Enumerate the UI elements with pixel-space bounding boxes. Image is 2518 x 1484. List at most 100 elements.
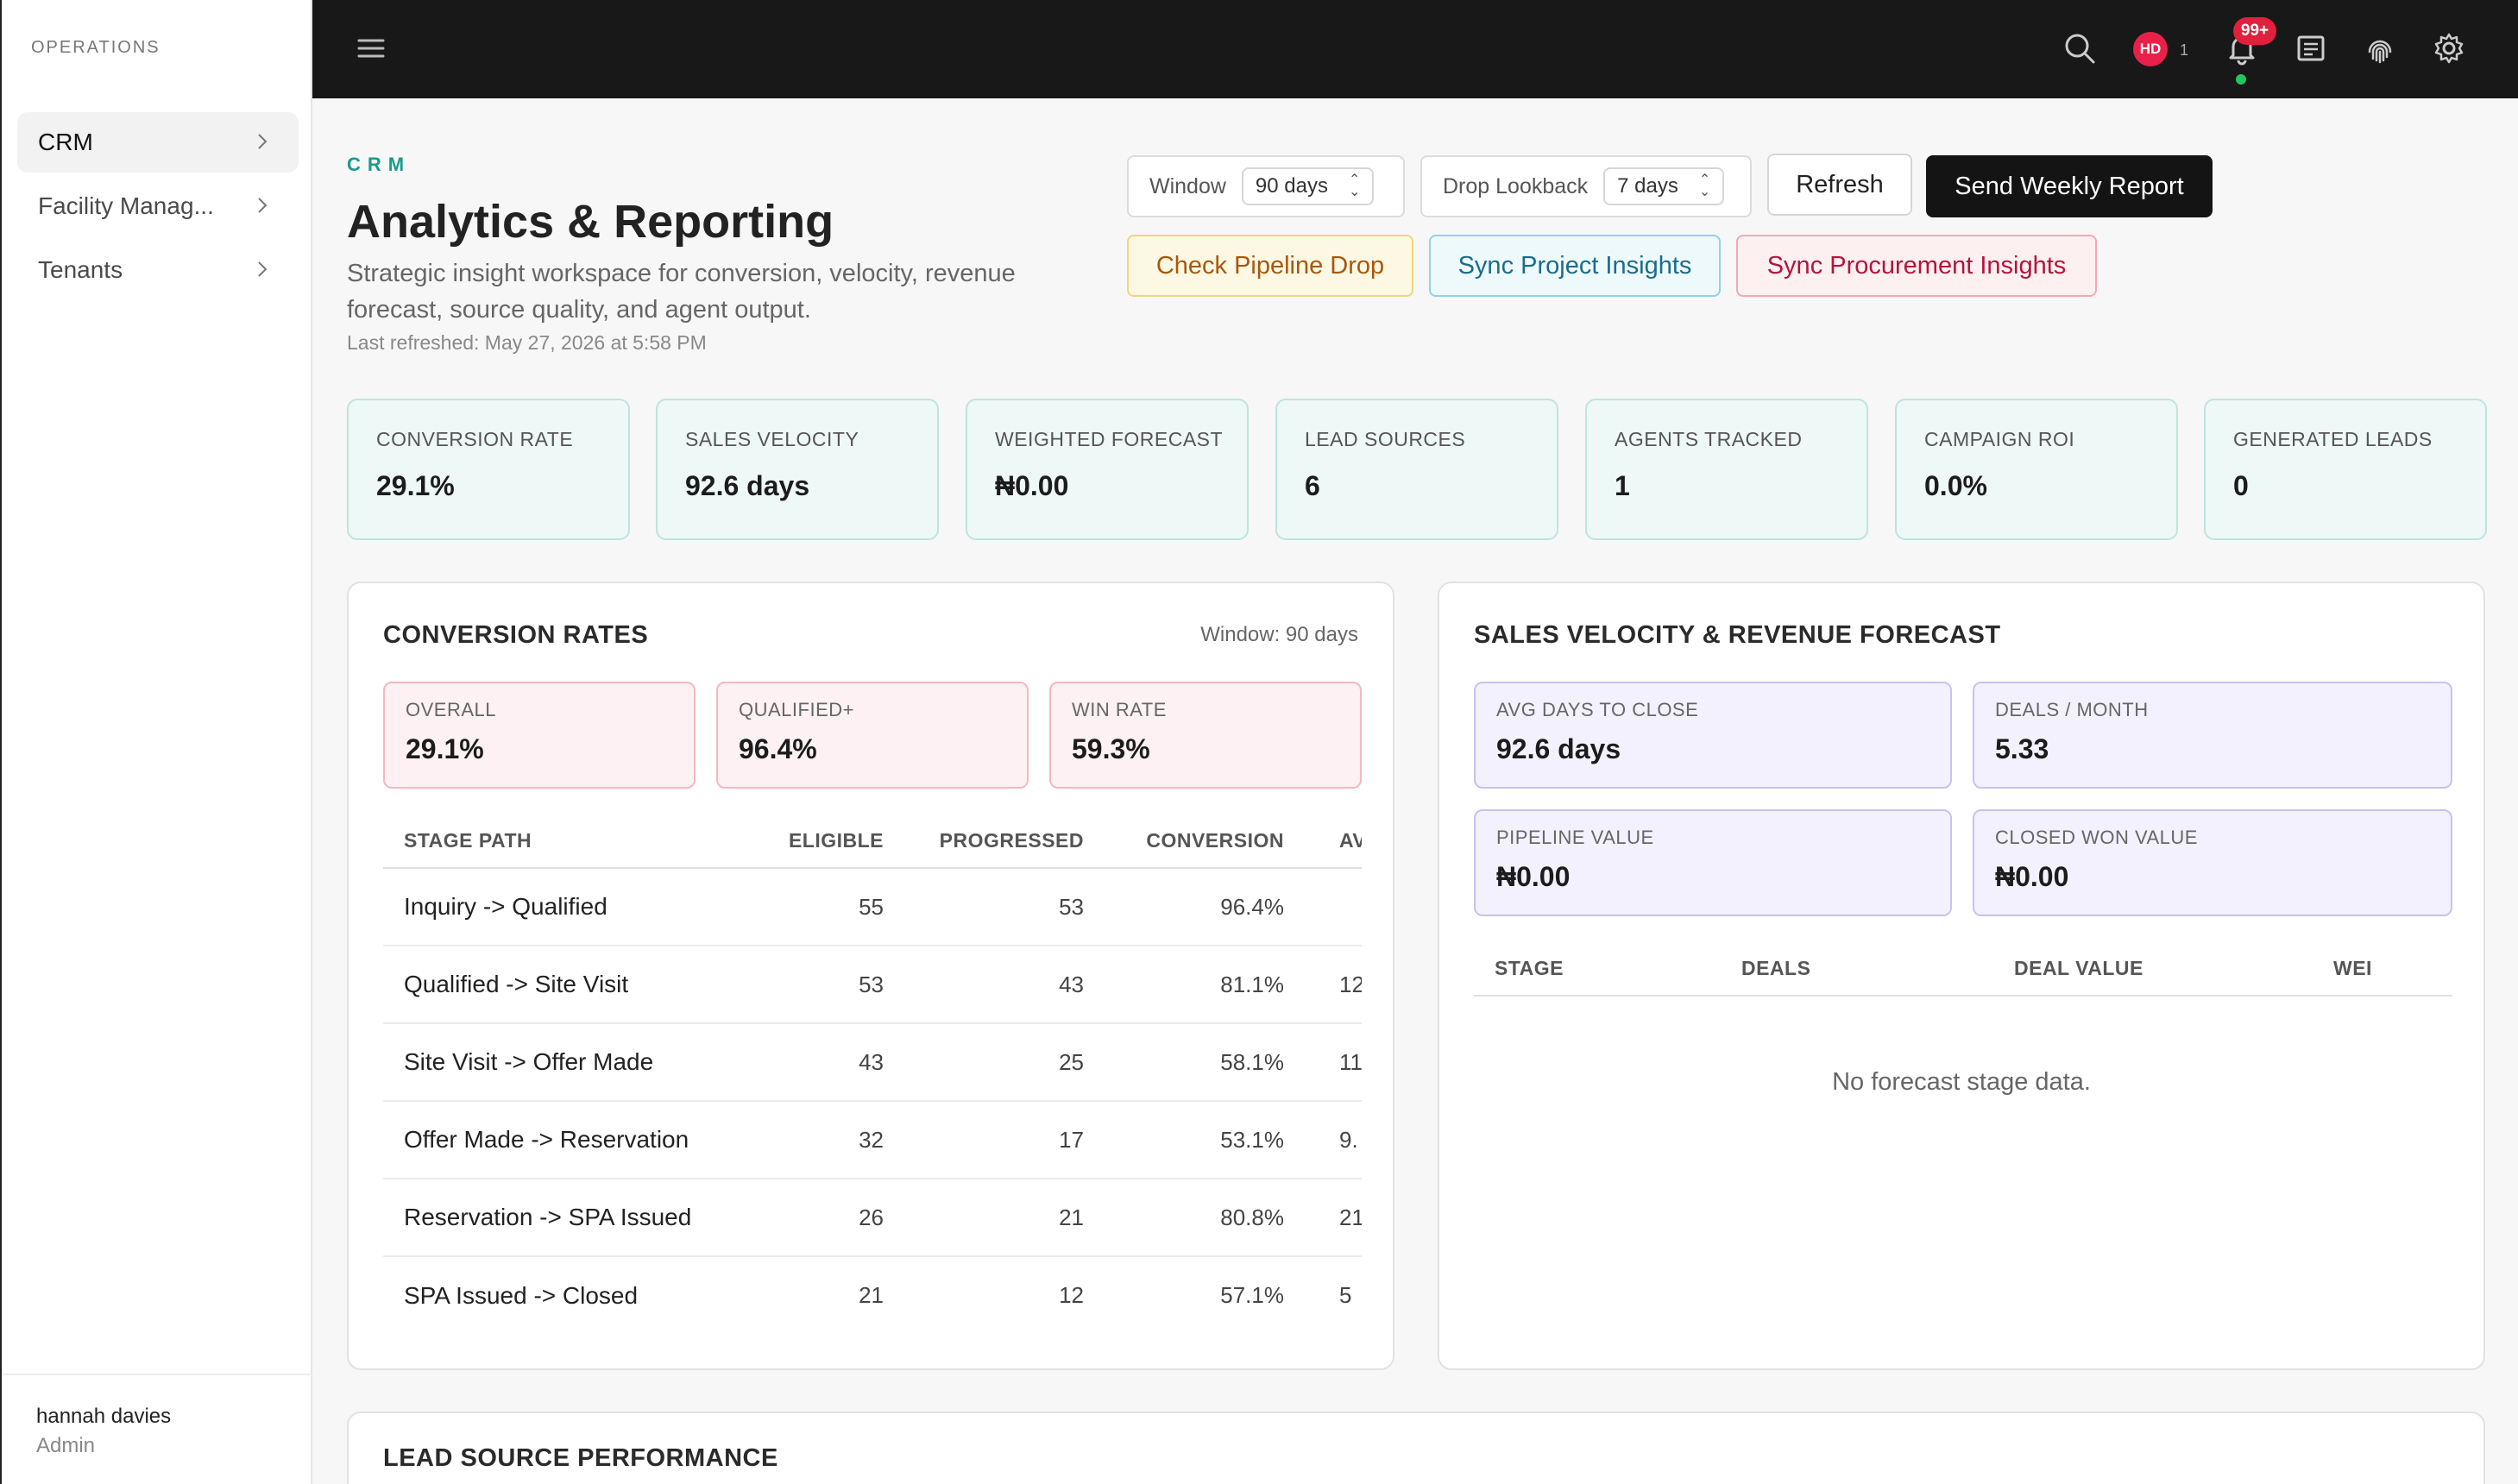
window-select[interactable]: 90 days ⌃ ⌄ (1241, 167, 1375, 205)
chevron-right-icon (258, 261, 268, 277)
check-pipeline-drop-button[interactable]: Check Pipeline Drop (1127, 235, 1413, 297)
cell-conversion: 81.1% (1084, 946, 1284, 1024)
gear-icon[interactable] (2430, 29, 2468, 67)
cell-eligible: 55 (746, 868, 884, 946)
sync-procurement-insights-button[interactable]: Sync Procurement Insights (1736, 235, 2097, 297)
cell-conversion: 58.1% (1084, 1023, 1284, 1102)
drop-lookback-label: Drop Lookback (1443, 173, 1589, 198)
conversion-table: STAGE PATH ELIGIBLE PROGRESSED CONVERSIO… (383, 814, 1362, 1334)
page-title: Analytics & Reporting (347, 196, 834, 248)
sidebar-item-label: Tenants (38, 256, 123, 283)
kpi-label: GENERATED LEADS (2233, 428, 2433, 450)
refresh-button[interactable]: Refresh (1767, 154, 1912, 216)
send-weekly-report-button[interactable]: Send Weekly Report (1926, 155, 2213, 217)
kpi-card-conversion-rate: CONVERSION RATE 29.1% (347, 399, 630, 540)
window-select-value: 90 days (1255, 174, 1328, 198)
cell-conversion: 53.1% (1084, 1101, 1284, 1179)
search-icon[interactable] (2061, 29, 2099, 67)
card-value: 92.6 days (1496, 733, 1621, 764)
column-header-stage: STAGE (1474, 942, 1741, 997)
column-header-progressed: PROGRESSED (884, 814, 1084, 869)
conversion-card-overall: OVERALL 29.1% (383, 682, 696, 789)
avatar[interactable]: HD (2133, 32, 2168, 66)
fingerprint-icon[interactable] (2361, 29, 2399, 67)
breadcrumb: CRM (347, 154, 412, 175)
user-role: Admin (36, 1434, 96, 1457)
cell-progressed: 17 (884, 1101, 1084, 1179)
cell-avg: 11. (1284, 1023, 1362, 1102)
cell-avg: 21. (1284, 1179, 1362, 1257)
kpi-value: 1 (1615, 470, 1630, 501)
sidebar-section-label: OPERATIONS (31, 38, 161, 57)
document-list-icon[interactable] (2292, 29, 2330, 67)
card-value: 59.3% (1072, 733, 1150, 764)
column-header-avg: AVG (1284, 814, 1362, 869)
forecast-table-wrapper[interactable]: STAGE DEALS DEAL VALUE WEI (1474, 942, 2452, 1003)
sidebar-item-crm[interactable]: CRM (17, 112, 299, 173)
card-label: QUALIFIED+ (739, 699, 854, 720)
cell-avg (1284, 868, 1362, 946)
kpi-value: 0.0% (1924, 470, 1987, 501)
card-value: ₦0.00 (1496, 861, 1571, 892)
column-header-weighted: WEI (2333, 942, 2452, 997)
conversion-table-wrapper[interactable]: STAGE PATH ELIGIBLE PROGRESSED CONVERSIO… (383, 814, 1362, 1358)
sidebar-item-label: Facility Manag... (38, 192, 214, 219)
sidebar-item-tenants[interactable]: Tenants (17, 240, 299, 300)
notification-badge: 99+ (2233, 17, 2276, 45)
sidebar-item-label: CRM (38, 129, 93, 155)
user-profile[interactable]: hannah davies Admin (2, 1374, 312, 1484)
forecast-empty-state: No forecast stage data. (1832, 1068, 2091, 1096)
cell-progressed: 53 (884, 868, 1084, 946)
page-subtitle: Strategic insight workspace for conversi… (347, 260, 1016, 324)
table-row: Site Visit -> Offer Made 43 25 58.1% 11. (383, 1023, 1362, 1102)
cell-progressed: 25 (884, 1023, 1084, 1102)
table-row: Reservation -> SPA Issued 26 21 80.8% 21… (383, 1179, 1362, 1257)
card-value: 29.1% (406, 733, 484, 764)
cell-eligible: 43 (746, 1023, 884, 1102)
kpi-label: WEIGHTED FORECAST (995, 428, 1224, 450)
kpi-card-sales-velocity: SALES VELOCITY 92.6 days (656, 399, 939, 540)
kpi-value: 29.1% (376, 470, 455, 501)
cell-progressed: 12 (1059, 1282, 1084, 1308)
sidebar-item-facility-management[interactable]: Facility Manag... (17, 176, 299, 236)
cell-eligible: 26 (746, 1179, 884, 1257)
cell-stage-path: Inquiry -> Qualified (383, 868, 746, 946)
kpi-label: CAMPAIGN ROI (1924, 428, 2075, 450)
lead-source-panel: LEAD SOURCE PERFORMANCE (347, 1412, 2485, 1484)
updown-chevron-icon: ⌃ ⌄ (1698, 173, 1711, 199)
velocity-card-pipeline-value: PIPELINE VALUE ₦0.00 (1474, 809, 1952, 916)
hamburger-menu-icon[interactable] (352, 29, 390, 67)
user-name: hannah davies (36, 1405, 172, 1428)
kpi-label: SALES VELOCITY (685, 428, 859, 450)
kpi-card-weighted-forecast: WEIGHTED FORECAST ₦0.00 (966, 399, 1249, 540)
table-row: Inquiry -> Qualified 55 53 96.4% (383, 868, 1362, 946)
kpi-label: LEAD SOURCES (1305, 428, 1466, 450)
panel-title: CONVERSION RATES (383, 621, 649, 649)
column-header-eligible: ELIGIBLE (746, 814, 884, 869)
card-value: 96.4% (739, 733, 817, 764)
column-header-stage-path: STAGE PATH (383, 814, 746, 869)
velocity-card-avg-days: AVG DAYS TO CLOSE 92.6 days (1474, 682, 1952, 789)
card-label: WIN RATE (1072, 699, 1167, 720)
avatar-count: 1 (2180, 41, 2189, 59)
window-label: Window (1149, 173, 1226, 198)
cell-stage-path: Site Visit -> Offer Made (383, 1023, 746, 1102)
card-label: CLOSED WON VALUE (1995, 827, 2198, 848)
kpi-card-agents-tracked: AGENTS TRACKED 1 (1585, 399, 1868, 540)
kpi-value: ₦0.00 (995, 470, 1069, 501)
drop-lookback-control: Drop Lookback 7 days ⌃ ⌄ (1420, 155, 1752, 217)
table-row: SPA Issued -> Closed 21 12 57.1% 5 (383, 1256, 1362, 1334)
kpi-card-campaign-roi: CAMPAIGN ROI 0.0% (1895, 399, 2178, 540)
cell-eligible: 53 (746, 946, 884, 1024)
table-row: Offer Made -> Reservation 32 17 53.1% 9. (383, 1101, 1362, 1179)
cell-conversion: 80.8% (1084, 1179, 1284, 1257)
drop-lookback-select[interactable]: 7 days ⌃ ⌄ (1603, 167, 1725, 205)
card-label: OVERALL (406, 699, 496, 720)
column-header-conversion: CONVERSION (1084, 814, 1284, 869)
cell-avg: 12 (1284, 946, 1362, 1024)
sidebar: OPERATIONS CRM Facility Manag... Tenants… (0, 0, 312, 1484)
cell-stage-path: Reservation -> SPA Issued (383, 1179, 746, 1257)
conversion-card-win-rate: WIN RATE 59.3% (1049, 682, 1362, 789)
sync-project-insights-button[interactable]: Sync Project Insights (1429, 235, 1721, 297)
cell-avg: 5 (1339, 1282, 1352, 1308)
